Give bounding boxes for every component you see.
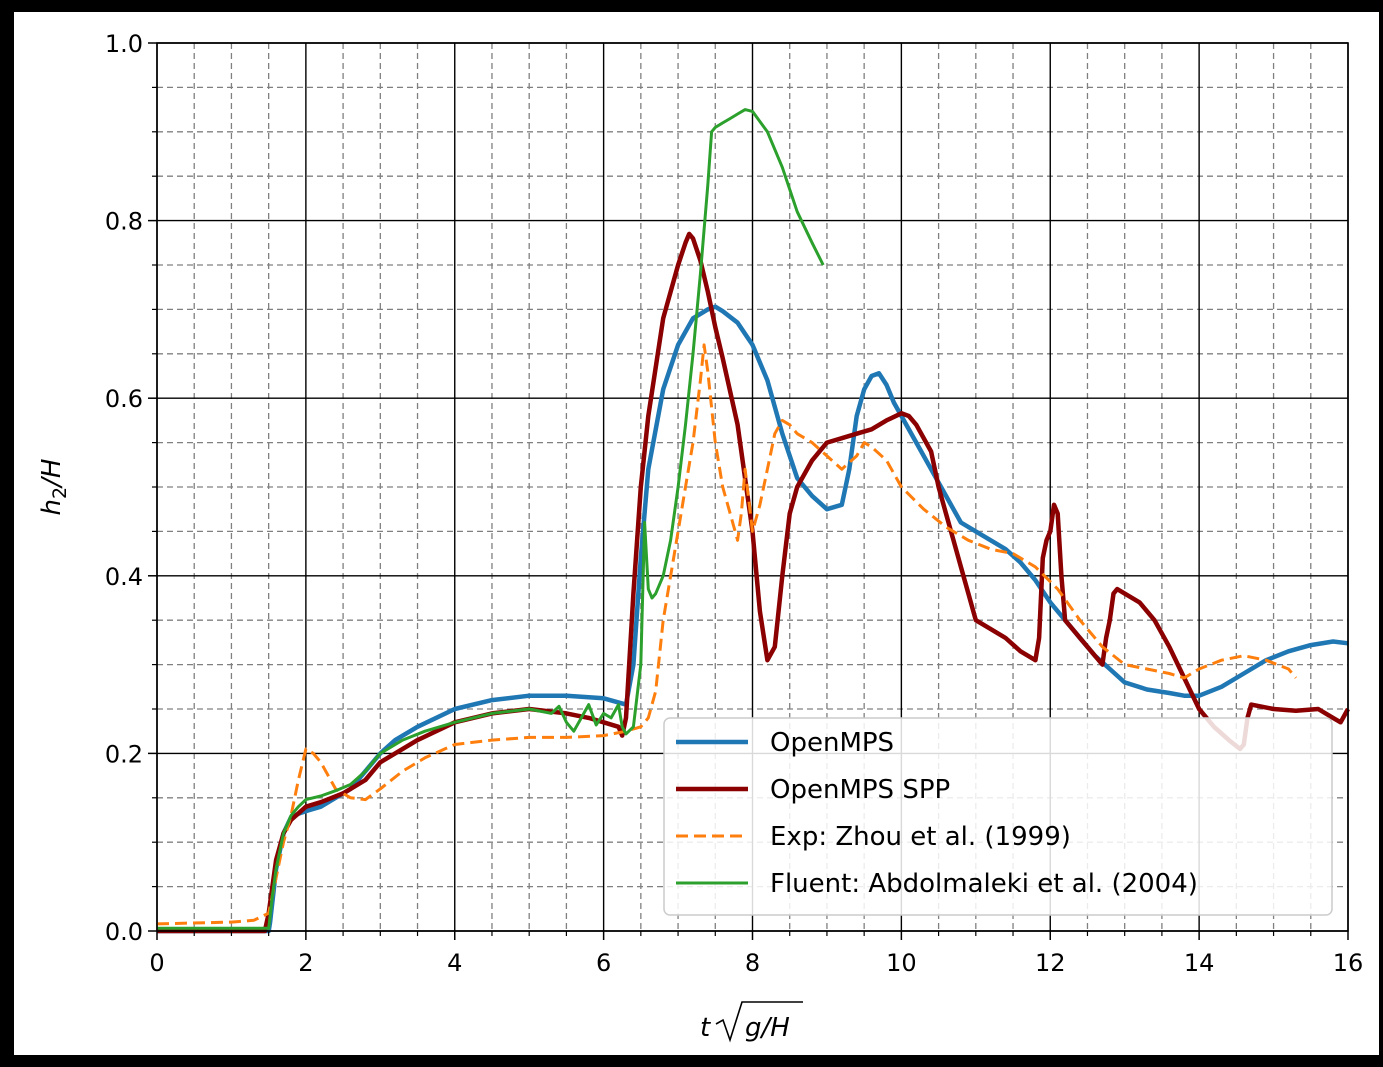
x-tick-label: 16 [1333, 949, 1364, 977]
x-tick-label: 6 [596, 949, 611, 977]
legend-label: OpenMPS SPP [770, 775, 950, 805]
legend: OpenMPS OpenMPS SPP Exp: Zhou et al. (1999… [663, 717, 1333, 916]
x-tick-label: 10 [886, 949, 917, 977]
y-tick-label: 0.8 [105, 208, 143, 236]
y-axis-label-main: h [37, 499, 67, 515]
x-tick-label: 12 [1035, 949, 1066, 977]
legend-label: OpenMPS [770, 728, 894, 758]
legend-box [663, 717, 1333, 916]
legend-label: Exp: Zhou et al. (1999) [770, 822, 1071, 852]
axis-ticks: 0 2 4 6 8 10 12 14 16 0.0 0.2 0.4 0.6 0.8 1.0 [105, 30, 1363, 977]
x-axis-label: t g/H [700, 1001, 803, 1043]
series-line-2 [157, 231, 1350, 934]
x-tick-label: 2 [298, 949, 313, 977]
x-tick-label: 0 [149, 949, 164, 977]
x-tick-label: 8 [745, 949, 760, 977]
y-tick-label: 0.2 [105, 740, 143, 768]
series-layer [156, 108, 1350, 934]
x-axis-label-root: g/H [745, 1013, 790, 1043]
x-tick-label: 14 [1184, 949, 1215, 977]
x-tick-label: 4 [447, 949, 462, 977]
x-axis-label-radical [715, 1001, 803, 1043]
y-tick-label: 0.0 [105, 918, 143, 946]
y-axis-label-sub: 2 [49, 487, 71, 499]
y-axis-label-tail: /H [37, 459, 67, 489]
svg-text:h2/H: h2/H [37, 459, 71, 516]
y-tick-label: 1.0 [105, 30, 143, 58]
y-tick-label: 0.4 [105, 563, 143, 591]
y-tick-label: 0.6 [105, 385, 143, 413]
x-axis-label-var: t [700, 1013, 711, 1043]
series-line-3 [156, 343, 1298, 926]
legend-label: Fluent: Abdolmaleki et al. (2004) [770, 869, 1198, 899]
y-axis-label: h2/H [37, 459, 71, 516]
series-line-4 [157, 108, 825, 930]
